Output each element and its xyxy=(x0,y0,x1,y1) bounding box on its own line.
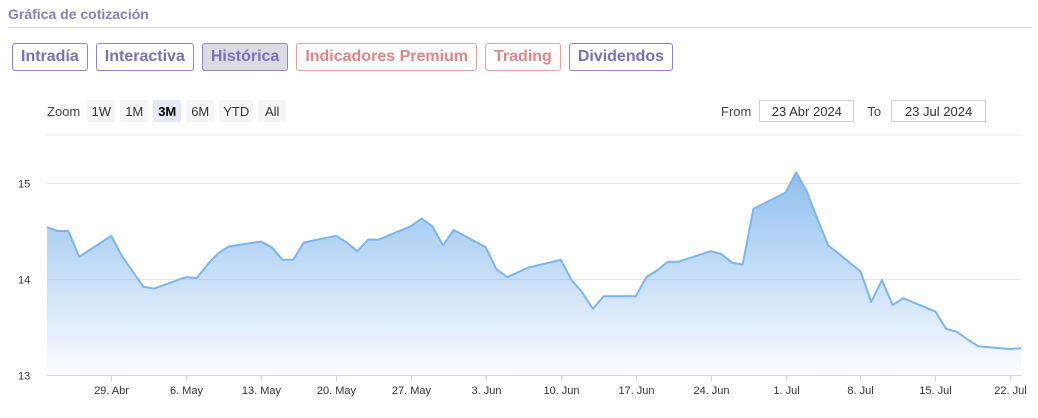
y-tick-label: 15 xyxy=(18,179,30,191)
to-date-input[interactable]: 23 Jul 2024 xyxy=(891,100,987,122)
zoom-button-3m[interactable]: 3M xyxy=(153,100,182,122)
y-tick-label: 14 xyxy=(18,275,30,287)
zoom-label: Zoom xyxy=(47,103,81,119)
zoom-button-6m[interactable]: 6M xyxy=(186,100,215,122)
y-tick-label: 13 xyxy=(18,371,30,383)
x-tick-label: 20. May xyxy=(317,385,357,397)
zoom-button-1w[interactable]: 1W xyxy=(87,100,116,122)
x-tick-label: 22. Jul xyxy=(994,385,1026,397)
zoom-button-1m[interactable]: 1M xyxy=(120,100,149,122)
tab-indicadores-premium[interactable]: Indicadores Premium xyxy=(296,43,478,71)
x-tick-label: 10. Jun xyxy=(543,385,579,397)
tab-dividendos[interactable]: Dividendos xyxy=(568,43,674,71)
chart-tabs: Intradía Interactiva Histórica Indicador… xyxy=(12,43,674,71)
zoom-controls: Zoom 1W 1M 3M 6M YTD All xyxy=(47,100,287,122)
date-range-selector: From 23 Abr 2024 To 23 Jul 2024 xyxy=(721,100,987,122)
price-line xyxy=(46,171,1022,351)
zoom-button-all[interactable]: All xyxy=(258,100,287,122)
section-title: Gráfica de cotización xyxy=(8,6,149,22)
tab-interactiva[interactable]: Interactiva xyxy=(95,43,194,71)
price-area xyxy=(47,172,1021,375)
x-tick-label: 1. Jul xyxy=(773,385,799,397)
x-tick-label: 8. Jul xyxy=(847,385,873,397)
x-tick-label: 24. Jun xyxy=(693,385,729,397)
x-tick-label: 3. Jun xyxy=(472,385,502,397)
title-divider xyxy=(8,27,1032,28)
zoom-button-ytd[interactable]: YTD xyxy=(219,100,254,122)
from-label: From xyxy=(721,103,752,119)
x-tick-label: 29. Abr xyxy=(94,385,129,397)
x-tick-label: 17. Jun xyxy=(618,385,654,397)
x-tick-label: 13. May xyxy=(242,385,282,397)
x-tick-label: 15. Jul xyxy=(919,385,951,397)
tab-historica[interactable]: Histórica xyxy=(201,43,289,71)
from-date-input[interactable]: 23 Abr 2024 xyxy=(759,100,855,122)
tab-intradia[interactable]: Intradía xyxy=(12,43,88,71)
tab-trading[interactable]: Trading xyxy=(485,43,561,71)
to-label: To xyxy=(867,103,882,119)
x-tick-label: 27. May xyxy=(392,385,432,397)
x-tick-label: 6. May xyxy=(170,385,204,397)
